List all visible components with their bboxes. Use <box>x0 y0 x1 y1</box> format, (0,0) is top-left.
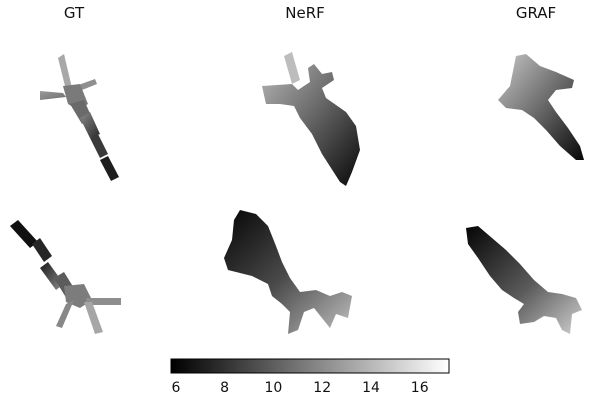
column-title-graf: GRAF <box>515 4 557 22</box>
colorbar-tick-label: 10 <box>264 380 282 396</box>
colorbar-tick-label: 14 <box>362 380 380 396</box>
colorbar: 6 8 10 12 14 16 <box>170 358 450 396</box>
colorbar-ticks: 6 8 10 12 14 16 <box>171 380 428 396</box>
colorbar-tick-label: 16 <box>411 380 429 396</box>
colorbar-tick-label: 8 <box>220 380 229 396</box>
panel-nerf-row2 <box>224 210 352 334</box>
colorbar-tick-label: 12 <box>313 380 331 396</box>
colorbar-tick-label: 6 <box>171 380 180 396</box>
column-title-nerf: NeRF <box>285 4 325 22</box>
panel-graf-row1 <box>498 54 584 160</box>
panel-gt-row1 <box>40 54 119 181</box>
panel-gt-row2 <box>10 220 121 334</box>
panel-nerf-row1 <box>262 52 360 186</box>
panel-graf-row2 <box>466 226 582 334</box>
column-title-gt: GT <box>63 4 85 22</box>
colorbar-gradient <box>170 358 450 374</box>
